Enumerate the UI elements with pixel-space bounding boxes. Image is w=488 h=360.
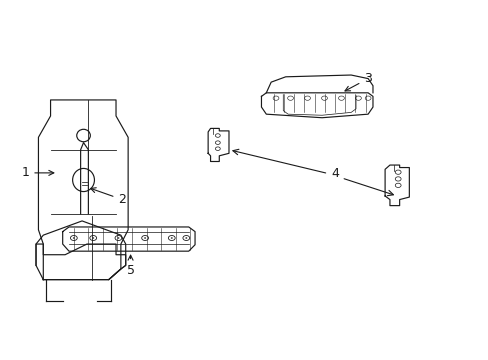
Text: 1: 1 bbox=[21, 166, 54, 179]
Text: 3: 3 bbox=[345, 72, 371, 91]
Circle shape bbox=[185, 237, 187, 239]
Text: 5: 5 bbox=[126, 255, 134, 277]
Circle shape bbox=[117, 237, 119, 239]
Circle shape bbox=[92, 237, 94, 239]
Circle shape bbox=[73, 237, 75, 239]
Circle shape bbox=[144, 237, 146, 239]
Text: 2: 2 bbox=[91, 188, 126, 206]
Text: 4: 4 bbox=[331, 167, 339, 180]
Circle shape bbox=[170, 237, 172, 239]
